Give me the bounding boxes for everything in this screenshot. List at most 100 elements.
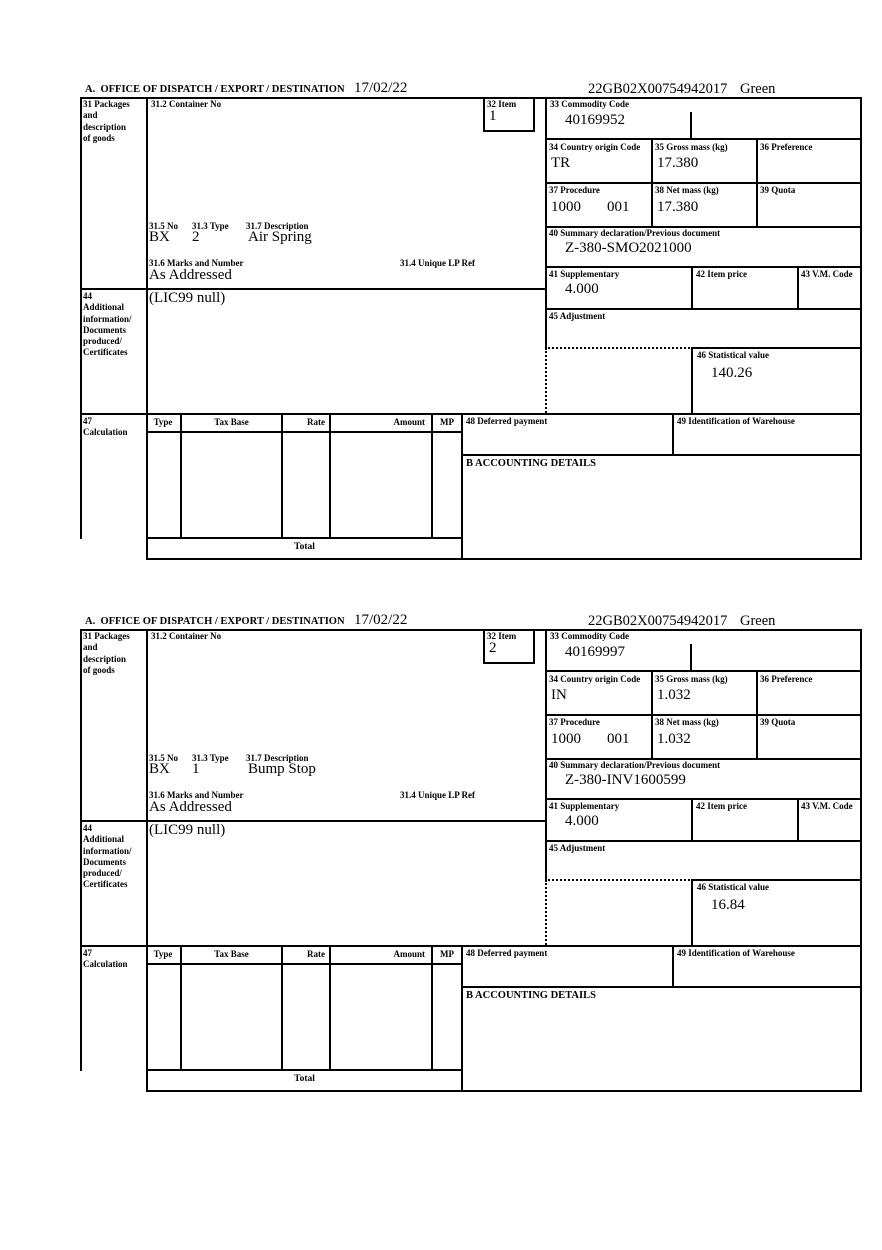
dotted-grid-line — [545, 348, 547, 413]
declaration-date: 17/02/22 — [354, 612, 408, 628]
calc-header-rate: Rate — [307, 417, 325, 427]
grid-line — [146, 431, 463, 433]
calculation-label: 47 Calculation — [83, 948, 128, 970]
deferred-payment-label: 48 Deferred payment — [466, 416, 548, 426]
grid-line — [545, 629, 547, 880]
grid-line — [533, 629, 535, 664]
country-origin-code: TR — [551, 155, 571, 171]
grid-line — [461, 413, 463, 560]
grid-line — [461, 454, 862, 456]
statistical-value-label: 46 Statistical value — [697, 350, 769, 360]
procedure-label: 37 Procedure — [549, 717, 600, 727]
vm-code-label: 43 V.M. Code — [801, 269, 853, 279]
grid-line — [690, 112, 692, 140]
vm-code-label: 43 V.M. Code — [801, 801, 853, 811]
calc-header-type: Type — [153, 417, 173, 427]
additional-information-label: 44 Additional information/ Documents pro… — [83, 823, 132, 890]
calc-header-tax-base: Tax Base — [214, 417, 249, 427]
gross-mass: 1.032 — [657, 687, 691, 703]
procedure-code: 1000 — [551, 731, 581, 747]
grid-line — [281, 945, 283, 1071]
supplementary-units: 4.000 — [565, 813, 599, 829]
grid-line — [329, 945, 331, 1071]
grid-line — [860, 97, 862, 560]
grid-line — [431, 413, 433, 539]
entry-number: 22GB02X00754942017 — [588, 613, 728, 629]
summary-declaration-document: Z-380-SMO2021000 — [565, 240, 692, 256]
calc-header-rate: Rate — [307, 949, 325, 959]
gross-mass: 17.380 — [657, 155, 699, 171]
commodity-code: 40169952 — [565, 112, 625, 128]
additional-information-label: 44 Additional information/ Documents pro… — [83, 291, 132, 358]
package-no-label: 31.5 No — [149, 221, 178, 231]
grid-line — [545, 226, 862, 228]
grid-line — [146, 629, 148, 1092]
package-no: BX — [149, 761, 170, 777]
grid-line — [80, 97, 862, 99]
grid-line — [281, 413, 283, 539]
grid-line — [80, 629, 862, 631]
summary-declaration-label: 40 Summary declaration/Previous document — [549, 760, 721, 770]
packages-label: 31 Packages and description of goods — [83, 99, 130, 143]
statistical-value: 140.26 — [711, 365, 753, 381]
commodity-code-label: 33 Commodity Code — [550, 99, 629, 109]
item-box-label: 32 Item — [487, 99, 517, 109]
calculation-label: 47 Calculation — [83, 416, 128, 438]
calc-total-label: Total — [294, 1074, 315, 1084]
grid-line — [483, 97, 485, 132]
grid-line — [80, 945, 862, 947]
marks-and-number-label: 31.6 Marks and Number — [149, 790, 244, 800]
grid-line — [691, 347, 693, 413]
package-no-label: 31.5 No — [149, 753, 178, 763]
grid-line — [545, 758, 862, 760]
package-type: 2 — [192, 229, 200, 245]
grid-line — [545, 714, 862, 716]
grid-line — [146, 1069, 463, 1071]
marks-and-number: As Addressed — [149, 799, 232, 815]
procedure-code: 1000 — [551, 199, 581, 215]
grid-line — [545, 182, 862, 184]
grid-line — [860, 629, 862, 1092]
supplementary-label: 41 Supplementary — [549, 269, 620, 279]
procedure-qualifier: 001 — [607, 199, 630, 215]
package-type: 1 — [192, 761, 200, 777]
warehouse-id-label: 49 Identification of Warehouse — [677, 948, 795, 958]
grid-line — [180, 945, 182, 1071]
preference-label: 36 Preference — [760, 674, 813, 684]
grid-line — [797, 798, 799, 842]
grid-line — [545, 670, 862, 672]
calc-header-amount: Amount — [393, 417, 425, 427]
unique-lp-ref-label: 31.4 Unique LP Ref — [400, 258, 476, 268]
grid-line — [545, 97, 547, 348]
summary-declaration-document: Z-380-INV1600599 — [565, 772, 686, 788]
calc-header-type: Type — [153, 949, 173, 959]
warehouse-id-label: 49 Identification of Warehouse — [677, 416, 795, 426]
additional-information: (LIC99 null) — [149, 822, 226, 838]
commodity-code-label: 33 Commodity Code — [550, 631, 629, 641]
grid-line — [329, 413, 331, 539]
packages-label: 31 Packages and description of goods — [83, 631, 130, 675]
grid-line — [533, 97, 535, 132]
declaration-item-2: A. OFFICE OF DISPATCH / EXPORT / DESTINA… — [0, 612, 882, 1114]
net-mass: 1.032 — [657, 731, 691, 747]
additional-information: (LIC99 null) — [149, 290, 226, 306]
item-price-label: 42 Item price — [696, 269, 747, 279]
statistical-value-label: 46 Statistical value — [697, 882, 769, 892]
marks-and-number-label: 31.6 Marks and Number — [149, 258, 244, 268]
summary-declaration-label: 40 Summary declaration/Previous document — [549, 228, 721, 238]
unique-lp-ref-label: 31.4 Unique LP Ref — [400, 790, 476, 800]
grid-line — [690, 644, 692, 672]
grid-line — [483, 662, 535, 664]
grid-line — [180, 413, 182, 539]
dotted-grid-line — [545, 347, 693, 349]
supplementary-units: 4.000 — [565, 281, 599, 297]
grid-line — [80, 288, 547, 290]
dotted-grid-line — [545, 880, 547, 945]
grid-line — [545, 308, 862, 310]
procedure-qualifier: 001 — [607, 731, 630, 747]
net-mass-label: 38 Net mass (kg) — [655, 717, 719, 727]
country-origin-label: 34 Country origin Code — [549, 142, 641, 152]
container-no-label: 31.2 Container No — [151, 99, 222, 109]
grid-line — [691, 798, 693, 842]
